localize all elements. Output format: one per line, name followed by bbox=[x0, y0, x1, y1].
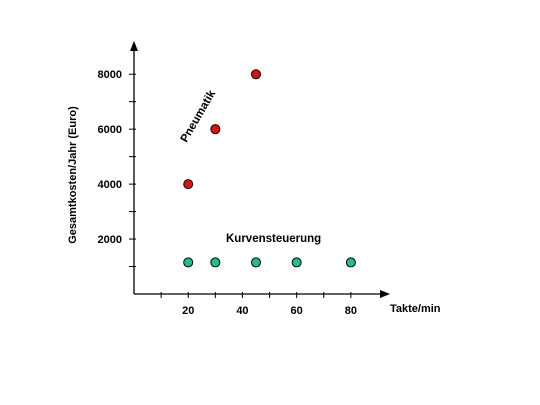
x-tick-label: 80 bbox=[345, 305, 357, 317]
series-label-kurvensteuerung: Kurvensteuerung bbox=[226, 233, 321, 245]
point-kurvensteuerung bbox=[291, 257, 302, 268]
x-tick-label: 60 bbox=[291, 305, 303, 317]
series-label-pneumatik: Pneumatik bbox=[179, 88, 219, 145]
y-tick-label: 8000 bbox=[98, 69, 122, 81]
point-kurvensteuerung bbox=[345, 257, 356, 268]
x-axis-arrow bbox=[380, 290, 390, 298]
x-axis-label: Takte/min bbox=[390, 303, 441, 315]
point-kurvensteuerung bbox=[183, 257, 194, 268]
data-points bbox=[183, 69, 356, 268]
point-pneumatik bbox=[210, 124, 221, 135]
tick-labels: 20 40 60 80 2000 4000 6000 8000 bbox=[98, 69, 357, 317]
point-pneumatik bbox=[183, 179, 194, 190]
y-tick-label: 2000 bbox=[98, 234, 122, 246]
y-axis-arrow bbox=[130, 41, 138, 51]
y-tick-label: 6000 bbox=[98, 124, 122, 136]
point-pneumatik bbox=[251, 69, 261, 80]
x-tick-label: 40 bbox=[236, 305, 248, 317]
axes bbox=[130, 41, 390, 298]
x-tick-label: 20 bbox=[182, 305, 194, 317]
tick-marks bbox=[129, 73, 352, 298]
point-kurvensteuerung bbox=[251, 257, 261, 268]
point-kurvensteuerung bbox=[210, 257, 221, 268]
y-tick-label: 4000 bbox=[98, 179, 122, 191]
y-axis-label: Gesamtkosten/Jahr (Euro) bbox=[67, 106, 79, 244]
